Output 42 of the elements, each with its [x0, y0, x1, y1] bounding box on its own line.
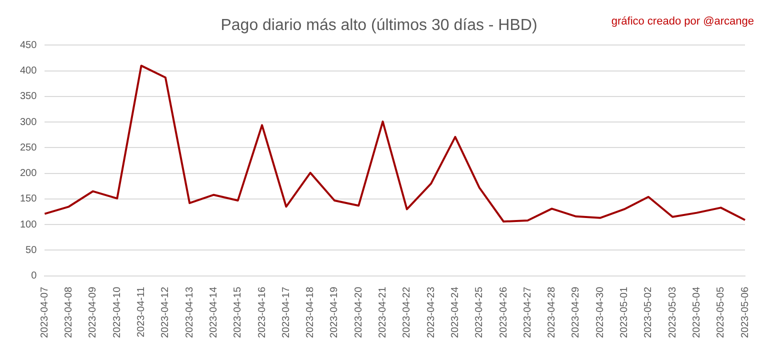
x-tick-label: 2023-05-05 — [716, 286, 727, 338]
x-tick-label: 2023-04-14 — [208, 286, 220, 338]
x-tick-label: 2023-04-07 — [39, 286, 50, 338]
x-tick-label: 2023-04-16 — [256, 286, 268, 338]
x-tick-label: 2023-04-11 — [136, 286, 148, 338]
x-tick-label: 2023-04-09 — [88, 286, 99, 338]
chart-title: Pago diario más alto (últimos 30 días - HBD) — [220, 17, 538, 34]
y-tick-label: 450 — [20, 40, 38, 51]
x-tick-label: 2023-04-29 — [570, 286, 582, 338]
y-tick-label: 350 — [20, 91, 38, 102]
x-tick-label: 2023-05-02 — [643, 286, 654, 338]
x-tick-label: 2023-04-22 — [402, 286, 413, 338]
x-tick-label: 2023-04-28 — [546, 286, 558, 338]
x-tick-label: 2023-04-20 — [353, 286, 364, 338]
x-tick-label: 2023-04-27 — [522, 286, 534, 338]
x-tick-label: 2023-04-21 — [378, 286, 389, 338]
x-tick-label: 2023-04-10 — [112, 286, 123, 338]
y-tick-label: 100 — [20, 219, 38, 230]
x-tick-label: 2023-04-18 — [305, 286, 316, 338]
x-tick-label: 2023-04-25 — [474, 286, 486, 338]
text: gráfico creado por @arcange — [611, 16, 754, 28]
x-tick-label: 2023-04-23 — [426, 286, 437, 338]
y-tick-label: 250 — [20, 142, 38, 154]
x-tick-label: 2023-04-19 — [329, 286, 340, 338]
y-tick-label: 200 — [20, 168, 38, 180]
y-tick-label: 50 — [26, 244, 38, 256]
y-tick-label: 150 — [20, 194, 38, 205]
x-tick-label: 2023-05-06 — [740, 286, 751, 338]
x-tick-label: 2023-05-01 — [619, 286, 630, 338]
x-tick-label: 2023-05-04 — [691, 286, 702, 338]
x-tick-label: 2023-04-30 — [594, 286, 606, 338]
x-tick-label: 2023-04-08 — [64, 286, 75, 338]
y-tick-label: 400 — [20, 66, 38, 77]
x-tick-label: 2023-04-15 — [232, 286, 244, 338]
y-tick-label: 0 — [31, 270, 38, 282]
x-tick-label: 2023-04-24 — [450, 286, 461, 338]
x-tick-label: 2023-04-26 — [498, 286, 510, 338]
x-tick-label: 2023-04-17 — [280, 286, 292, 338]
y-tick-label: 300 — [20, 116, 38, 128]
x-tick-label: 2023-04-12 — [160, 286, 172, 338]
x-tick-label: 2023-05-03 — [667, 286, 678, 338]
x-tick-label: 2023-04-13 — [184, 286, 196, 338]
